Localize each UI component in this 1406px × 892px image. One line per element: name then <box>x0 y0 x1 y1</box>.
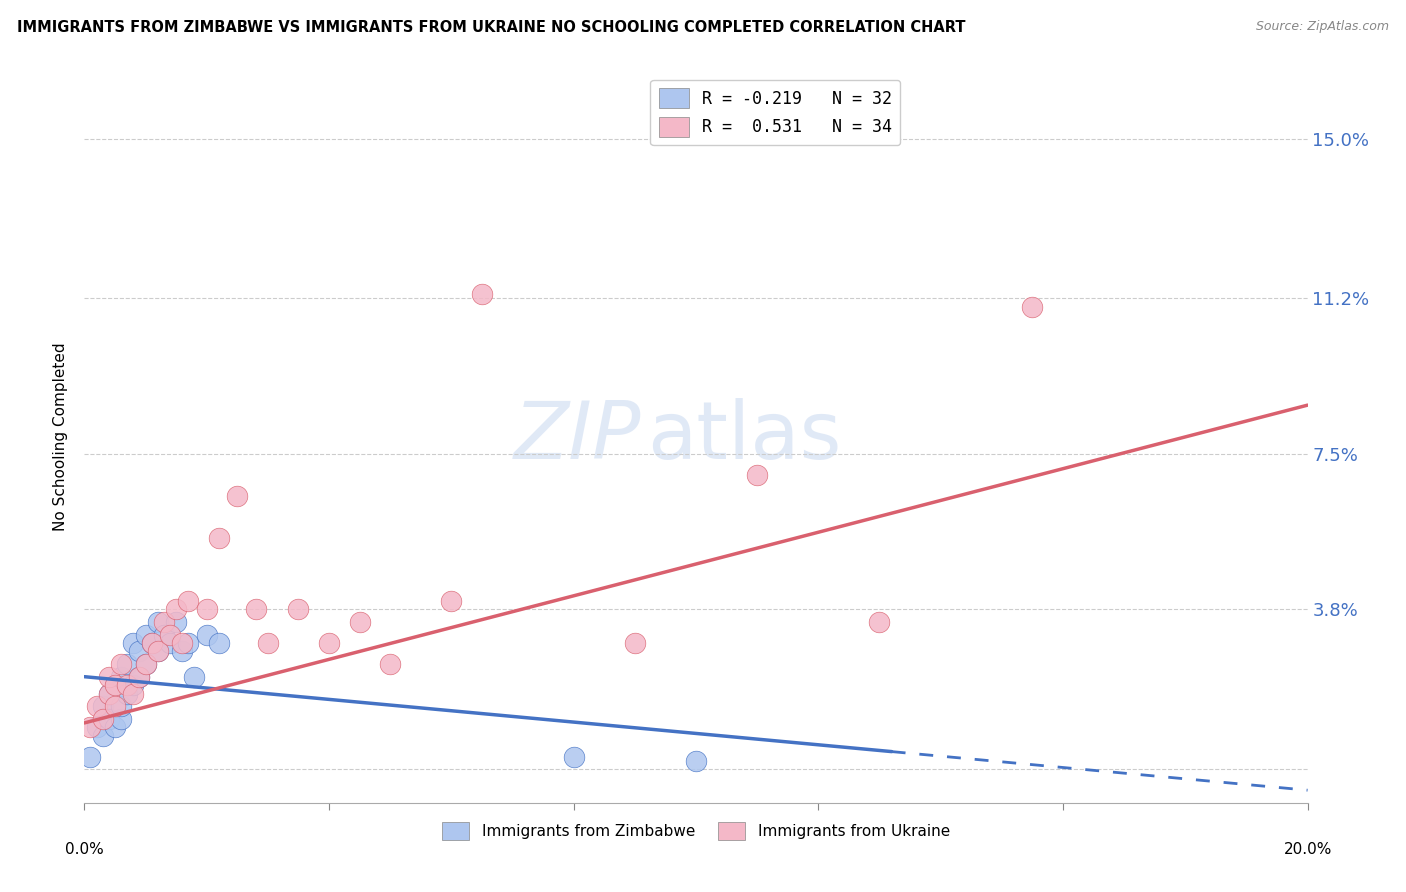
Point <box>747 467 769 482</box>
Point <box>195 627 218 641</box>
Point <box>349 615 371 629</box>
Text: IMMIGRANTS FROM ZIMBABWE VS IMMIGRANTS FROM UKRAINE NO SCHOOLING COMPLETED CORRE: IMMIGRANTS FROM ZIMBABWE VS IMMIGRANTS F… <box>17 20 966 35</box>
Point <box>159 636 181 650</box>
Point <box>177 594 200 608</box>
Point <box>104 678 127 692</box>
Point <box>97 670 120 684</box>
Point <box>97 686 120 700</box>
Point <box>115 678 138 692</box>
Point <box>97 686 120 700</box>
Point <box>141 636 163 650</box>
Text: atlas: atlas <box>647 398 841 476</box>
Point <box>79 720 101 734</box>
Point <box>135 657 157 671</box>
Point <box>195 602 218 616</box>
Point <box>122 678 145 692</box>
Point <box>183 670 205 684</box>
Point <box>128 670 150 684</box>
Point <box>110 670 132 684</box>
Point <box>440 594 463 608</box>
Point <box>86 699 108 714</box>
Point <box>91 729 114 743</box>
Point <box>122 636 145 650</box>
Point <box>110 712 132 726</box>
Point <box>562 749 585 764</box>
Point <box>177 636 200 650</box>
Point <box>172 644 194 658</box>
Point <box>86 720 108 734</box>
Point <box>91 712 114 726</box>
Point <box>153 615 176 629</box>
Point <box>79 749 101 764</box>
Text: 0.0%: 0.0% <box>65 842 104 856</box>
Point <box>122 686 145 700</box>
Y-axis label: No Schooling Completed: No Schooling Completed <box>53 343 69 532</box>
Point <box>153 627 176 641</box>
Point <box>318 636 340 650</box>
Point <box>165 615 187 629</box>
Point <box>226 489 249 503</box>
Point <box>869 615 891 629</box>
Point <box>1021 300 1043 314</box>
Point <box>146 644 169 658</box>
Text: 20.0%: 20.0% <box>1284 842 1331 856</box>
Point <box>685 754 707 768</box>
Point <box>208 531 231 545</box>
Point <box>104 678 127 692</box>
Point <box>128 670 150 684</box>
Point <box>165 602 187 616</box>
Point <box>471 287 494 301</box>
Text: ZIP: ZIP <box>513 398 641 476</box>
Point <box>104 699 127 714</box>
Point <box>141 636 163 650</box>
Point <box>624 636 647 650</box>
Text: Source: ZipAtlas.com: Source: ZipAtlas.com <box>1256 20 1389 33</box>
Point <box>146 615 169 629</box>
Point <box>380 657 402 671</box>
Legend: Immigrants from Zimbabwe, Immigrants from Ukraine: Immigrants from Zimbabwe, Immigrants fro… <box>436 815 956 847</box>
Point <box>257 636 280 650</box>
Point <box>110 699 132 714</box>
Point <box>110 657 132 671</box>
Point <box>159 627 181 641</box>
Point <box>97 712 120 726</box>
Point <box>135 627 157 641</box>
Point <box>208 636 231 650</box>
Point <box>287 602 309 616</box>
Point <box>172 636 194 650</box>
Point <box>128 644 150 658</box>
Point <box>104 720 127 734</box>
Point <box>115 657 138 671</box>
Point <box>245 602 267 616</box>
Point <box>115 686 138 700</box>
Point <box>146 644 169 658</box>
Point <box>135 657 157 671</box>
Point <box>91 699 114 714</box>
